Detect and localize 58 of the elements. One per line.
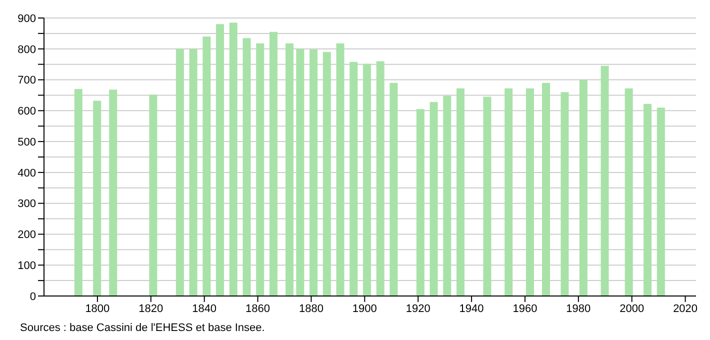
bar bbox=[285, 43, 294, 296]
x-tick-label: 1840 bbox=[192, 302, 217, 315]
y-tick-label: 800 bbox=[18, 44, 36, 56]
bar bbox=[456, 88, 465, 296]
bar bbox=[74, 89, 82, 296]
bar bbox=[202, 36, 211, 296]
x-tick-label: 1920 bbox=[406, 302, 430, 315]
bar bbox=[430, 102, 438, 296]
bar bbox=[149, 94, 158, 296]
x-tick-label: 2000 bbox=[620, 302, 644, 315]
bar bbox=[390, 82, 398, 296]
bar bbox=[624, 88, 633, 296]
bar bbox=[483, 96, 492, 296]
bar bbox=[296, 48, 304, 296]
y-tick-label: 400 bbox=[18, 167, 36, 180]
x-tick-label: 1960 bbox=[512, 302, 538, 315]
x-tick-label: 1940 bbox=[459, 302, 484, 315]
bar bbox=[310, 50, 318, 296]
bar bbox=[443, 96, 452, 296]
bar bbox=[269, 32, 278, 296]
bar bbox=[542, 82, 550, 296]
bar bbox=[416, 109, 424, 296]
x-tick-label: 1980 bbox=[566, 302, 591, 315]
bar bbox=[109, 90, 118, 296]
bar bbox=[376, 61, 384, 296]
bar bbox=[350, 62, 358, 296]
bar bbox=[93, 100, 102, 296]
y-tick-label: 100 bbox=[18, 260, 36, 272]
y-tick-label: 500 bbox=[18, 136, 36, 148]
bar bbox=[560, 92, 569, 296]
bar bbox=[336, 43, 344, 296]
source-note: Sources : base Cassini de l'EHESS et base Insee. bbox=[20, 322, 265, 334]
bar bbox=[579, 80, 588, 296]
x-tick-label: 1880 bbox=[298, 302, 324, 315]
bar bbox=[644, 104, 652, 296]
x-tick-label: 2020 bbox=[673, 302, 698, 315]
bar bbox=[600, 66, 609, 296]
y-tick-label: 0 bbox=[30, 290, 36, 303]
bar bbox=[242, 38, 251, 296]
y-tick-label: 300 bbox=[18, 198, 36, 210]
x-tick-label: 1820 bbox=[138, 302, 164, 315]
bar bbox=[362, 64, 371, 296]
x-tick-label: 1900 bbox=[352, 302, 377, 315]
y-tick-label: 600 bbox=[18, 106, 36, 118]
x-tick-label: 1860 bbox=[246, 302, 270, 315]
bar bbox=[176, 48, 184, 296]
bar bbox=[504, 88, 513, 296]
bar bbox=[229, 22, 238, 296]
bar bbox=[216, 24, 224, 296]
bar bbox=[189, 48, 198, 296]
y-tick-label: 700 bbox=[18, 74, 36, 87]
bar bbox=[656, 108, 665, 296]
y-tick-label: 900 bbox=[18, 12, 36, 25]
bar bbox=[256, 43, 264, 296]
bar bbox=[322, 52, 331, 296]
x-tick-label: 1800 bbox=[85, 302, 110, 315]
bar bbox=[526, 88, 534, 296]
y-tick-label: 200 bbox=[18, 229, 36, 242]
